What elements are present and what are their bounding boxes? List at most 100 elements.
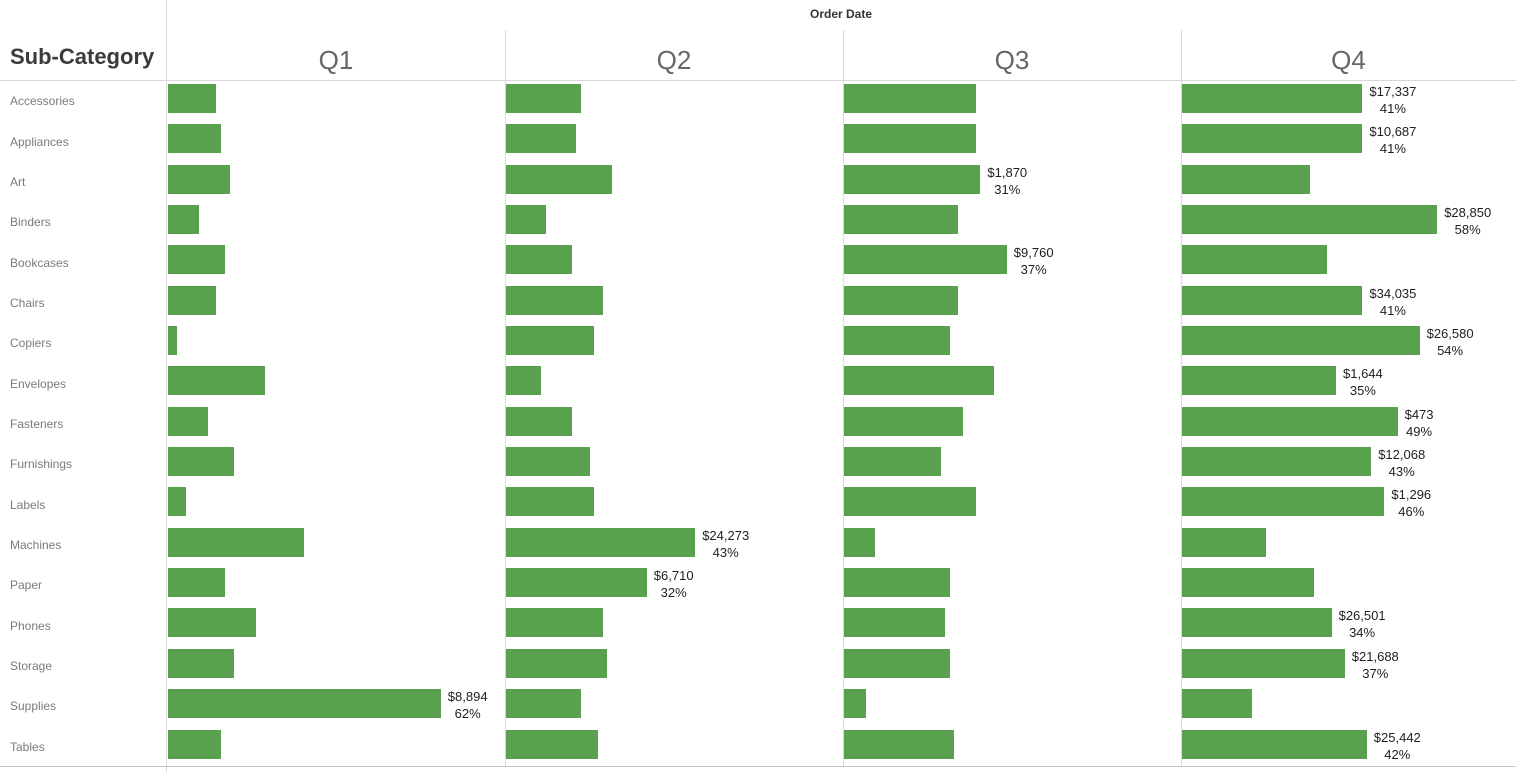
bar-percent-value: 43% — [712, 544, 739, 560]
bar-art-q2[interactable] — [506, 164, 612, 194]
bar-storage-q4[interactable] — [1182, 648, 1345, 678]
bar-furnishings-q3[interactable] — [844, 447, 941, 477]
bar-bookcases-q1[interactable] — [168, 245, 226, 275]
bar-fasteners-q3[interactable] — [844, 406, 963, 436]
bar-phones-q2[interactable] — [506, 608, 603, 638]
bar-labels-q3[interactable] — [844, 487, 976, 517]
bar-machines-q1[interactable] — [168, 527, 305, 557]
bar-machines-q3[interactable] — [844, 527, 875, 557]
row-label-bookcases[interactable]: Bookcases — [10, 255, 69, 270]
bar-tables-q4[interactable] — [1182, 729, 1367, 759]
bar-phones-q1[interactable] — [168, 608, 256, 638]
bar-binders-q3[interactable] — [844, 205, 959, 235]
bar-appliances-q4[interactable] — [1182, 124, 1363, 154]
row-label-accessories[interactable]: Accessories — [10, 94, 75, 109]
bar-fasteners-q4[interactable] — [1182, 406, 1398, 436]
bar-labels-q4[interactable] — [1182, 487, 1385, 517]
bar-furnishings-q2[interactable] — [506, 447, 590, 477]
bar-envelopes-q2[interactable] — [506, 366, 542, 396]
column-header-q4[interactable]: Q4 — [1331, 45, 1366, 75]
bar-copiers-q3[interactable] — [844, 326, 950, 356]
bar-accessories-q1[interactable] — [168, 84, 217, 113]
bar-paper-q4[interactable] — [1182, 568, 1314, 598]
bar-bookcases-q4[interactable] — [1182, 245, 1328, 275]
row-label-labels[interactable]: Labels — [10, 497, 46, 512]
bar-machines-q2[interactable] — [506, 527, 696, 557]
bar-art-q4[interactable] — [1182, 164, 1310, 194]
row-label-storage[interactable]: Storage — [10, 658, 53, 673]
bar-supplies-q2[interactable] — [506, 689, 581, 719]
bar-furnishings-q4[interactable] — [1182, 447, 1372, 477]
bar-row — [505, 605, 840, 645]
row-label-binders[interactable]: Binders — [10, 215, 51, 230]
bar-envelopes-q1[interactable] — [168, 366, 265, 396]
bar-row: $28,850 58% — [1181, 202, 1516, 242]
bar-phones-q3[interactable] — [844, 608, 946, 638]
bar-accessories-q4[interactable] — [1182, 84, 1363, 113]
bar-appliances-q2[interactable] — [506, 124, 577, 154]
bar-labels-q1[interactable] — [168, 487, 186, 517]
row-label-furnishings[interactable]: Furnishings — [10, 457, 73, 472]
row-label-supplies[interactable]: Supplies — [10, 699, 57, 714]
bar-copiers-q1[interactable] — [168, 326, 177, 356]
bar-chairs-q2[interactable] — [506, 285, 603, 315]
bar-art-q1[interactable] — [168, 164, 230, 194]
bar-paper-q2[interactable] — [506, 568, 647, 598]
bar-dollar-value: $473 — [1404, 406, 1434, 422]
bar-storage-q2[interactable] — [506, 648, 608, 678]
row-label-machines[interactable]: Machines — [10, 537, 62, 552]
bar-tables-q2[interactable] — [506, 729, 599, 759]
bar-row: $17,337 41% — [1181, 81, 1516, 121]
bar-binders-q2[interactable] — [506, 205, 546, 235]
bar-row — [167, 121, 502, 161]
bar-accessories-q2[interactable] — [506, 84, 581, 113]
column-header-q2[interactable]: Q2 — [656, 45, 692, 75]
bar-accessories-q3[interactable] — [844, 84, 976, 113]
row-label-fasteners[interactable]: Fasteners — [10, 416, 64, 431]
row-label-envelopes[interactable]: Envelopes — [10, 376, 67, 391]
bar-dollar-value: $8,894 — [447, 689, 488, 705]
row-label-copiers[interactable]: Copiers — [10, 336, 52, 351]
bar-row — [505, 242, 840, 282]
bar-supplies-q1[interactable] — [168, 689, 441, 719]
bar-bookcases-q2[interactable] — [506, 245, 572, 275]
bar-supplies-q3[interactable] — [844, 689, 866, 719]
bar-labels-q2[interactable] — [506, 487, 594, 517]
row-label-art[interactable]: Art — [10, 174, 26, 189]
row-label-phones[interactable]: Phones — [10, 618, 51, 633]
bar-copiers-q2[interactable] — [506, 326, 594, 356]
row-label-appliances[interactable]: Appliances — [10, 134, 69, 149]
bar-bookcases-q3[interactable] — [844, 245, 1007, 275]
bar-paper-q1[interactable] — [168, 568, 226, 598]
bar-art-q3[interactable] — [844, 164, 981, 194]
bar-storage-q3[interactable] — [844, 648, 950, 678]
bar-fasteners-q1[interactable] — [168, 406, 208, 436]
bar-storage-q1[interactable] — [168, 648, 234, 678]
bar-chairs-q4[interactable] — [1182, 285, 1363, 315]
row-label-tables[interactable]: Tables — [10, 739, 45, 754]
column-header-q3[interactable]: Q3 — [994, 45, 1030, 75]
bar-percent-value: 37% — [1362, 665, 1389, 681]
bar-row — [843, 444, 1178, 484]
bar-paper-q3[interactable] — [844, 568, 950, 598]
bar-appliances-q1[interactable] — [168, 124, 221, 154]
bar-chairs-q3[interactable] — [844, 285, 959, 315]
bar-binders-q1[interactable] — [168, 205, 199, 235]
bar-envelopes-q4[interactable] — [1182, 366, 1336, 396]
bar-appliances-q3[interactable] — [844, 124, 976, 154]
bar-furnishings-q1[interactable] — [168, 447, 234, 477]
column-divider-line — [1181, 30, 1182, 766]
bar-envelopes-q3[interactable] — [844, 366, 994, 396]
row-label-chairs[interactable]: Chairs — [10, 295, 45, 310]
bar-binders-q4[interactable] — [1182, 205, 1438, 235]
bar-tables-q1[interactable] — [168, 729, 221, 759]
column-header-q1[interactable]: Q1 — [318, 45, 354, 75]
bar-phones-q4[interactable] — [1182, 608, 1332, 638]
bar-tables-q3[interactable] — [844, 729, 954, 759]
row-label-paper[interactable]: Paper — [10, 578, 43, 593]
bar-fasteners-q2[interactable] — [506, 406, 572, 436]
bar-supplies-q4[interactable] — [1182, 689, 1253, 719]
bar-copiers-q4[interactable] — [1182, 326, 1420, 356]
bar-machines-q4[interactable] — [1182, 527, 1266, 557]
bar-chairs-q1[interactable] — [168, 285, 217, 315]
